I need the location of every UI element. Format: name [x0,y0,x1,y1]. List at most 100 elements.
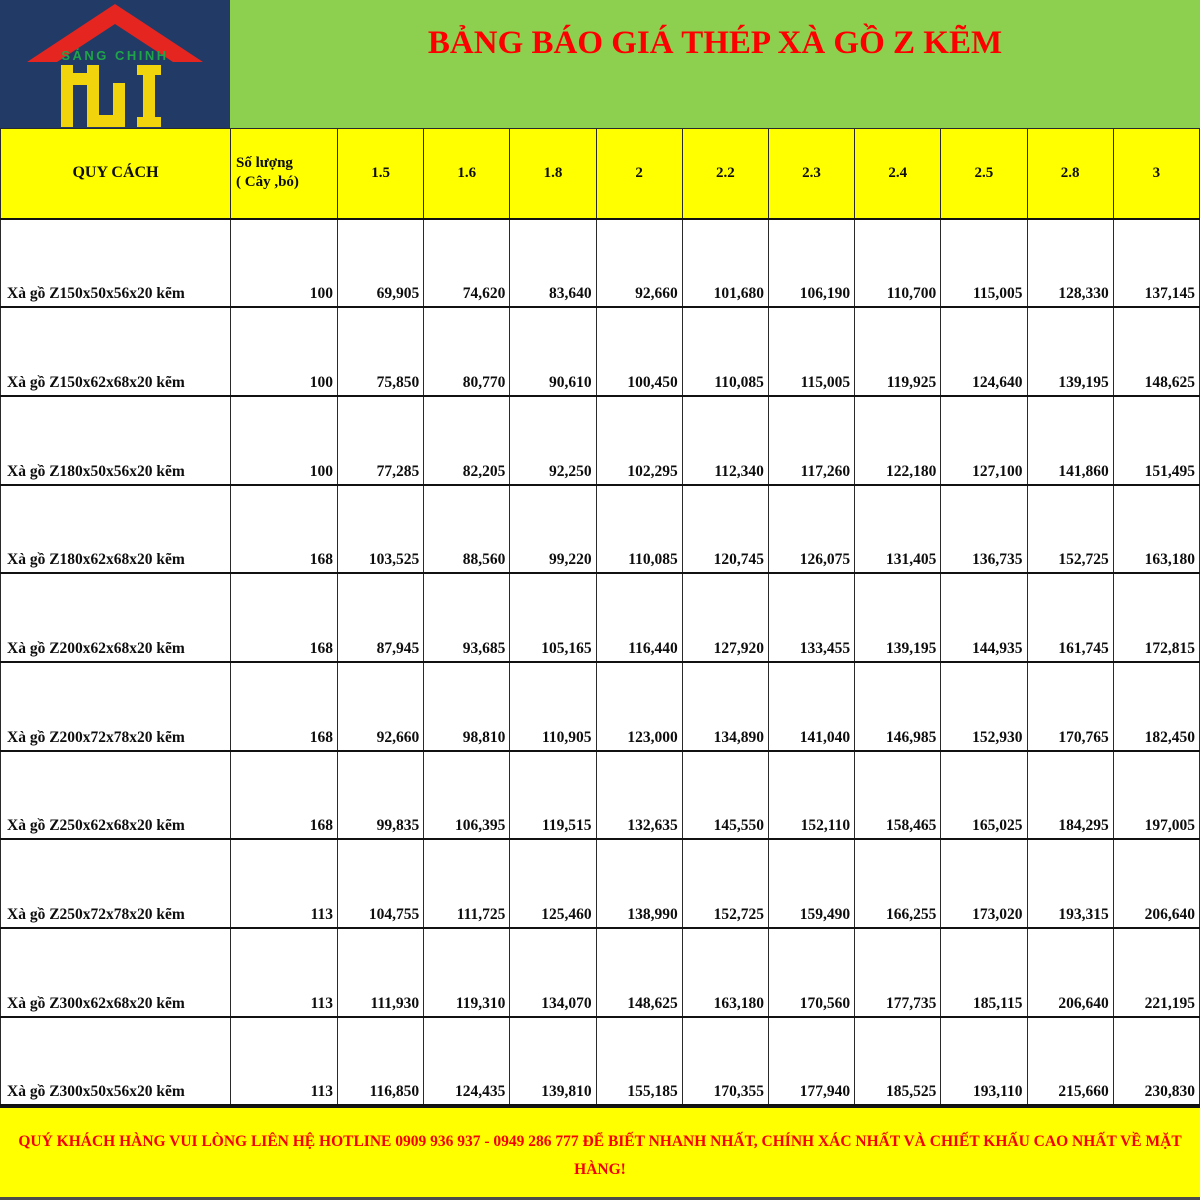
price-cell: 106,190 [767,218,856,309]
spec-cell: Xà gồ Z150x62x68x20 kẽm [0,306,231,397]
price-cell: 221,195 [1112,927,1200,1018]
price-cell: 182,450 [1112,661,1200,752]
qty-header-line2: ( Cây ,bó) [236,174,299,191]
price-cell: 139,195 [1026,306,1114,397]
price-cell: 92,660 [336,661,425,752]
qty-cell: 100 [230,306,338,397]
price-cell: 137,145 [1112,218,1200,309]
price-cell: 92,660 [595,218,683,309]
price-cell: 163,180 [1112,484,1200,575]
table-row: Xà gồ Z200x72x78x20 kẽm 168 92,660 98,810 11… [0,661,1200,752]
price-cell: 152,725 [1026,484,1114,575]
price-cell: 90,610 [509,306,597,397]
price-cell: 110,085 [681,306,769,397]
price-cell: 80,770 [423,306,511,397]
qty-cell: 168 [230,750,338,841]
price-cell: 172,815 [1112,572,1200,663]
table-row: Xà gồ Z300x62x68x20 kẽm 113 111,930 119,310… [0,927,1200,1018]
price-cell: 133,455 [767,572,856,663]
price-cell: 99,220 [509,484,597,575]
length-column-header: 3 [1112,128,1200,220]
price-cell: 124,640 [940,306,1028,397]
price-cell: 99,835 [336,750,425,841]
price-cell: 128,330 [1026,218,1114,309]
price-cell: 115,005 [940,218,1028,309]
logo: SÁNG CHINH [0,0,230,128]
price-cell: 134,890 [681,661,769,752]
table-row: Xà gồ Z250x62x68x20 kẽm 168 99,835 106,395 1… [0,750,1200,841]
spec-column-header: QUY CÁCH [0,128,231,220]
price-cell: 87,945 [336,572,425,663]
price-cell: 110,085 [595,484,683,575]
top-band: SÁNG CHINH BẢNG BÁO GIÁ THÉP XÀ GỒ Z KẼM [0,0,1200,128]
table-row: Xà gồ Z250x72x78x20 kẽm 113 104,755 111,725… [0,838,1200,929]
spec-cell: Xà gồ Z200x72x78x20 kẽm [0,661,231,752]
length-column-header: 2.3 [767,128,856,220]
qty-cell: 113 [230,838,338,929]
page-title: BẢNG BÁO GIÁ THÉP XÀ GỒ Z KẼM [427,25,1003,61]
spec-cell: Xà gồ Z300x62x68x20 kẽm [0,927,231,1018]
length-column-header: 2.8 [1026,128,1114,220]
price-cell: 116,440 [595,572,683,663]
price-cell: 75,850 [336,306,425,397]
price-cell: 101,680 [681,218,769,309]
price-cell: 139,195 [854,572,942,663]
price-cell: 102,295 [595,395,683,486]
price-cell: 110,905 [509,661,597,752]
table-row: Xà gồ Z180x62x68x20 kẽm 168 103,525 88,560 9… [0,484,1200,575]
price-cell: 111,725 [423,838,511,929]
price-cell: 69,905 [336,218,425,309]
price-cell: 117,260 [767,395,856,486]
footer-line-2: HÀNG! [574,1161,626,1179]
length-column-header: 1.6 [423,128,511,220]
price-cell: 125,460 [509,838,597,929]
qty-cell: 113 [230,1016,338,1107]
spec-cell: Xà gồ Z250x62x68x20 kẽm [0,750,231,841]
price-cell: 148,625 [595,927,683,1018]
price-cell: 136,735 [940,484,1028,575]
footer-line-1: QUÝ KHÁCH HÀNG VUI LÒNG LIÊN HỆ HOTLINE … [18,1133,1182,1151]
price-cell: 215,660 [1026,1016,1114,1107]
logo-letters-icon [61,64,161,127]
price-cell: 119,515 [509,750,597,841]
qty-cell: 168 [230,484,338,575]
price-cell: 77,285 [336,395,425,486]
qty-cell: 100 [230,218,338,309]
price-cell: 106,395 [423,750,511,841]
price-cell: 151,495 [1112,395,1200,486]
price-cell: 163,180 [681,927,769,1018]
footer-note: QUÝ KHÁCH HÀNG VUI LÒNG LIÊN HỆ HOTLINE … [0,1106,1200,1200]
price-cell: 185,115 [940,927,1028,1018]
price-cell: 112,340 [681,395,769,486]
price-cell: 197,005 [1112,750,1200,841]
price-cell: 141,860 [1026,395,1114,486]
qty-cell: 100 [230,395,338,486]
price-cell: 122,180 [854,395,942,486]
price-cell: 103,525 [336,484,425,575]
price-cell: 127,920 [681,572,769,663]
table-row: Xà gồ Z200x62x68x20 kẽm 168 87,945 93,685 10… [0,572,1200,663]
price-cell: 105,165 [509,572,597,663]
price-cell: 82,205 [423,395,511,486]
price-cell: 123,000 [595,661,683,752]
price-cell: 116,850 [336,1016,425,1107]
price-cell: 155,185 [595,1016,683,1107]
spec-cell: Xà gồ Z150x50x56x20 kẽm [0,218,231,309]
price-cell: 177,735 [854,927,942,1018]
price-cell: 161,745 [1026,572,1114,663]
spec-cell: Xà gồ Z300x50x56x20 kẽm [0,1016,231,1107]
length-column-header: 1.8 [509,128,597,220]
price-cell: 131,405 [854,484,942,575]
price-cell: 166,255 [854,838,942,929]
price-cell: 119,925 [854,306,942,397]
house-roof-icon [27,3,203,62]
price-cell: 170,765 [1026,661,1114,752]
price-cell: 184,295 [1026,750,1114,841]
price-cell: 173,020 [940,838,1028,929]
price-cell: 170,560 [767,927,856,1018]
price-cell: 159,490 [767,838,856,929]
price-cell: 100,450 [595,306,683,397]
length-column-header: 2.5 [940,128,1028,220]
price-cell: 115,005 [767,306,856,397]
price-cell: 92,250 [509,395,597,486]
